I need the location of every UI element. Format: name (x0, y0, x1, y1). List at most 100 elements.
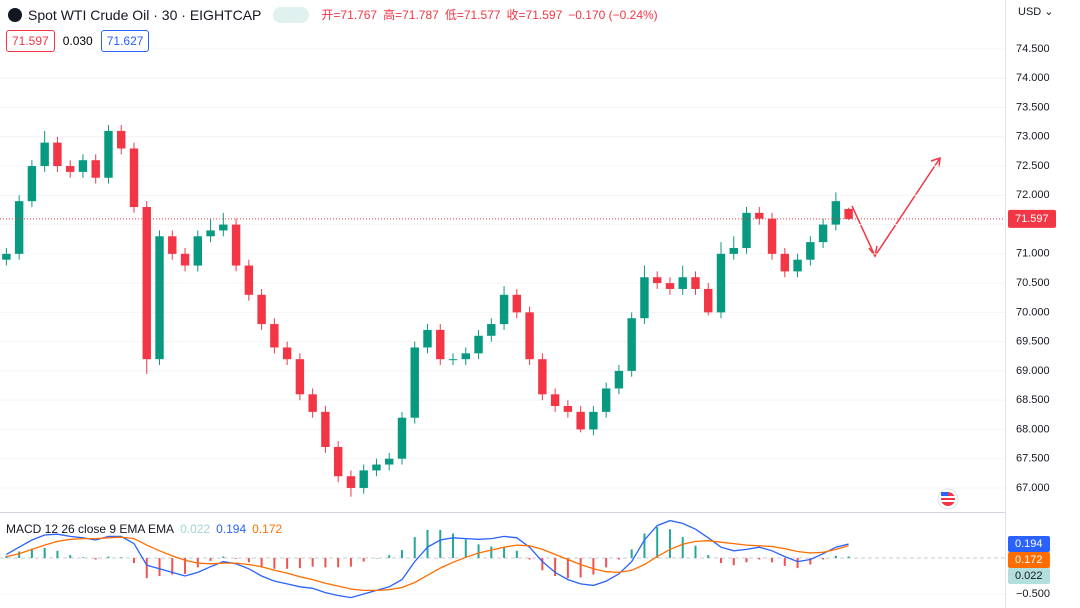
legend-signal: 0.172 (252, 522, 283, 536)
last-price-label: 71.597 (1015, 213, 1049, 225)
candle-body (14, 201, 24, 254)
y-tick-label: 70.000 (1016, 306, 1050, 318)
candle-body (104, 130, 113, 178)
histogram-bar (273, 558, 276, 569)
signal-line (6, 536, 849, 592)
drawing-arrow (851, 156, 941, 258)
histogram-bar (184, 558, 187, 574)
histogram-bar (745, 558, 748, 563)
candle-body (372, 464, 381, 471)
histogram-bar (337, 558, 340, 568)
candle-body (448, 359, 458, 361)
candle-body (716, 253, 726, 313)
y-tick-label: 70.500 (1016, 277, 1050, 289)
header: Spot WTI Crude Oil · 30 · EIGHTCAP 开=71.… (8, 6, 658, 23)
y-tick-label: 74.000 (1016, 72, 1050, 84)
candle-body (742, 212, 751, 248)
candle-body (244, 265, 254, 295)
histogram-bar (362, 558, 365, 562)
candle-body (589, 411, 598, 430)
histogram-bar (822, 558, 825, 560)
candle-body (53, 142, 62, 167)
histogram-bar (56, 550, 59, 559)
y-tick-label: 67.000 (1016, 482, 1050, 494)
candle-body (282, 347, 292, 360)
y-tick-label: 69.500 (1016, 336, 1050, 348)
histogram-bar (132, 558, 135, 564)
currency-selector[interactable]: USD ⌄ (1018, 6, 1054, 18)
histogram-bar (388, 555, 391, 559)
candle-body (359, 470, 368, 488)
histogram-bar (720, 558, 723, 564)
histogram-bar (554, 558, 557, 577)
candle-body (780, 253, 790, 272)
histogram-bar (694, 545, 697, 559)
histogram-bar (107, 556, 110, 559)
y-tick-label: 68.500 (1016, 394, 1050, 406)
candle-body (538, 359, 547, 395)
axis-value-box (1008, 568, 1050, 585)
y-tick-label: 72.000 (1016, 189, 1050, 201)
candle-body (219, 224, 228, 231)
histogram-bar (592, 558, 595, 575)
histogram-bar (566, 558, 569, 579)
candle-body (423, 329, 432, 348)
quote: 71.597 0.030 71.627 (6, 30, 150, 52)
histogram-bar (171, 558, 174, 575)
legend-histogram: 0.022 (180, 522, 211, 536)
histogram-bar (209, 558, 212, 561)
candle-body (346, 476, 356, 488)
candle-body (563, 406, 573, 412)
candle-body (793, 259, 802, 272)
histogram-bar (681, 537, 684, 559)
ohlc-close: 收=71.597 (506, 8, 563, 22)
axis-value-label: 0.194 (1015, 538, 1043, 550)
histogram-bar (579, 558, 582, 578)
candle-body (295, 359, 305, 395)
sell-button[interactable]: 71.597 (6, 30, 55, 52)
candle-body (525, 312, 534, 360)
candle-body (844, 208, 853, 219)
axis-value-box (1008, 552, 1050, 569)
histogram-bar (464, 539, 467, 559)
candle-body (397, 417, 407, 459)
y-tick-label: 71.000 (1016, 248, 1050, 260)
symbol-title[interactable]: Spot WTI Crude Oil · 30 · EIGHTCAP (28, 6, 262, 23)
candle-body (755, 212, 764, 219)
y-tick-label: 69.000 (1016, 365, 1050, 377)
histogram-bar (617, 558, 620, 560)
candle-body (410, 347, 419, 418)
histogram-bar (145, 558, 148, 579)
candle-body (806, 242, 815, 260)
histogram-bar (30, 548, 33, 559)
histogram-bar (439, 529, 442, 559)
y-tick-label: −0.500 (1016, 588, 1050, 600)
histogram-bar (490, 546, 493, 559)
candle-body (308, 394, 317, 412)
currency: USD (1018, 6, 1042, 18)
histogram-bar (43, 547, 46, 559)
buy-button[interactable]: 71.627 (100, 30, 150, 52)
histogram-bar (503, 547, 506, 559)
histogram-bar (707, 555, 710, 559)
histogram-bar (630, 549, 633, 559)
histogram-bar (375, 558, 378, 559)
candle-body (818, 224, 828, 243)
candle-body (385, 458, 394, 465)
candle-body (729, 247, 738, 254)
logo (8, 7, 22, 22)
histogram-bar (605, 558, 608, 568)
histogram-bar (477, 544, 480, 559)
candle-body (627, 318, 636, 371)
candle-body (206, 230, 215, 237)
flag-icon (937, 488, 959, 510)
candle-body (168, 236, 177, 254)
histogram-bar (643, 533, 646, 559)
histogram-bar (94, 558, 97, 560)
candle-body (550, 394, 560, 407)
candle-body (461, 353, 470, 360)
candle-body (640, 277, 649, 319)
status-badge[interactable] (273, 6, 310, 23)
